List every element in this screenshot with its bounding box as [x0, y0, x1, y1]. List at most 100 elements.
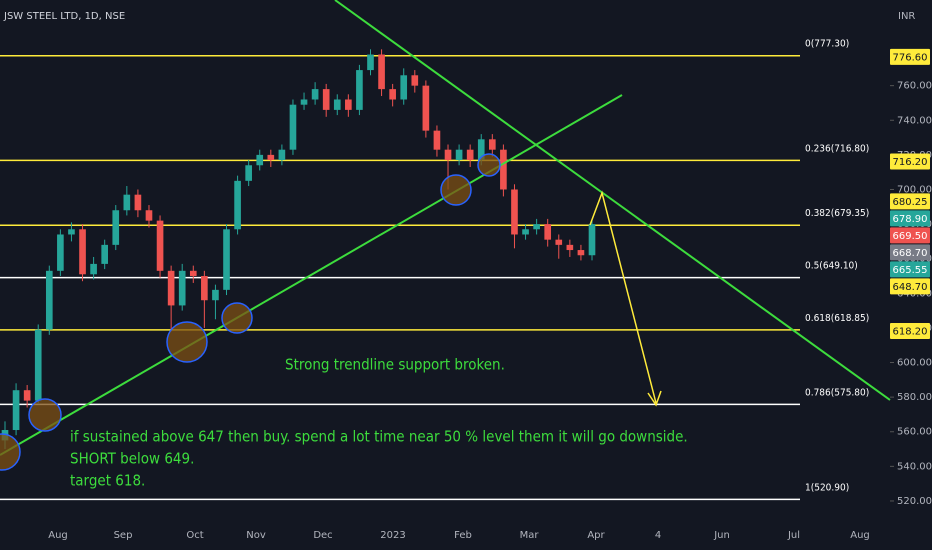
currency-label: INR [898, 11, 915, 22]
candle-body [500, 149, 507, 190]
x-tick-label: Feb [454, 530, 472, 541]
candle-body [511, 189, 518, 235]
candle-body [566, 244, 574, 251]
fib-label: 0.5(649.10) [805, 261, 858, 272]
candle-body [278, 149, 286, 161]
candle-body [123, 194, 131, 211]
candle-body [577, 250, 585, 256]
candle-body [356, 70, 363, 110]
fib-label: 0.786(575.80) [805, 387, 869, 398]
candle-body [433, 130, 441, 150]
price-tag-label: 668.70 [893, 248, 928, 259]
x-tick-label: Jun [713, 530, 730, 541]
drawings [0, 0, 891, 471]
x-tick-label: Jul [787, 530, 800, 541]
candle-body [422, 85, 430, 131]
x-tick-label: Nov [246, 530, 266, 541]
candle-body [23, 390, 31, 401]
x-tick-label: Mar [520, 530, 540, 541]
price-tag [890, 323, 930, 340]
candle-body [400, 75, 408, 100]
candle-body [57, 234, 64, 271]
price-tag-label: 776.60 [893, 52, 928, 63]
price-tag [890, 244, 930, 261]
circle [0, 433, 21, 471]
annotation: target 618. [70, 472, 145, 490]
candle-body [488, 139, 496, 150]
chart-title: JSW STEEL LTD, 1D, NSE [3, 11, 125, 22]
price-tag [890, 227, 930, 244]
annotation: Strong trendline support broken. [285, 356, 505, 374]
candle-body [112, 210, 120, 245]
candle-body [134, 194, 142, 211]
candle-body [12, 390, 20, 431]
candle-body [90, 263, 97, 275]
x-tick-label: Aug [850, 530, 870, 541]
candle-body [256, 154, 264, 166]
y-tick-label: 520.00 [897, 496, 932, 507]
candle-body [223, 229, 230, 290]
circle [166, 321, 208, 363]
candle-body [367, 54, 374, 71]
candle-body [333, 99, 341, 110]
candle-body [588, 224, 596, 256]
x-tick-label: 2023 [380, 530, 405, 541]
candle-body [156, 220, 164, 271]
circle [440, 174, 472, 206]
candle-body [555, 239, 563, 245]
candle-body [544, 224, 552, 240]
candle-body [178, 270, 186, 306]
y-tick-label: 740.00 [897, 115, 932, 126]
candle-body [245, 165, 252, 181]
price-tag [890, 193, 930, 210]
circle [28, 398, 62, 432]
candle-body [300, 99, 308, 105]
x-tick-label: 4 [655, 530, 661, 541]
x-tick-label: Oct [186, 530, 203, 541]
y-tick-label: 600.00 [897, 358, 932, 369]
candle-body [311, 89, 319, 100]
price-tag [890, 153, 930, 170]
candle-body [101, 244, 109, 264]
candle-body [167, 270, 175, 306]
fib-label: 0.618(618.85) [805, 313, 869, 324]
candle-body [322, 89, 330, 110]
y-tick-label: 700.00 [897, 184, 932, 195]
y-tick-label: 540.00 [897, 461, 932, 472]
candle-body [79, 229, 86, 275]
x-tick-label: Dec [313, 530, 332, 541]
candle-body [477, 139, 485, 161]
price-tag [890, 278, 930, 295]
circle [477, 153, 501, 177]
arrow-head [647, 390, 662, 407]
candle-body [455, 149, 463, 161]
candle-body [345, 99, 352, 110]
candle-body [234, 180, 241, 230]
price-tag-label: 680.25 [893, 197, 928, 208]
candle-body [45, 270, 53, 330]
candle-body [411, 75, 419, 86]
highlight-circles [0, 153, 501, 471]
annotation: SHORT below 649. [70, 450, 194, 468]
price-tag-label: 665.55 [893, 265, 928, 276]
fib-label: 0(777.30) [805, 39, 849, 50]
fib-label: 0.382(679.35) [805, 208, 869, 219]
x-tick-label: Aug [48, 530, 68, 541]
candle-body [378, 54, 385, 90]
candle-body [533, 224, 540, 230]
candle-body [68, 229, 75, 235]
fib-levels: 0(777.30) 0.236(716.80) 0.382(679.35) 0.5(6… [0, 39, 869, 501]
y-tick-label: 560.00 [897, 427, 932, 438]
candle-body [289, 104, 297, 150]
price-tag [890, 48, 930, 65]
candle-body [189, 270, 197, 277]
candle-body [267, 154, 275, 161]
annotation: if sustained above 647 then buy. spend a… [70, 428, 688, 446]
y-tick-label: 760.00 [897, 81, 932, 92]
price-tag-label: 618.20 [893, 327, 928, 338]
price-tag-label: 669.50 [893, 231, 928, 242]
price-tag-label: 678.90 [893, 214, 928, 225]
candles [1, 49, 596, 450]
